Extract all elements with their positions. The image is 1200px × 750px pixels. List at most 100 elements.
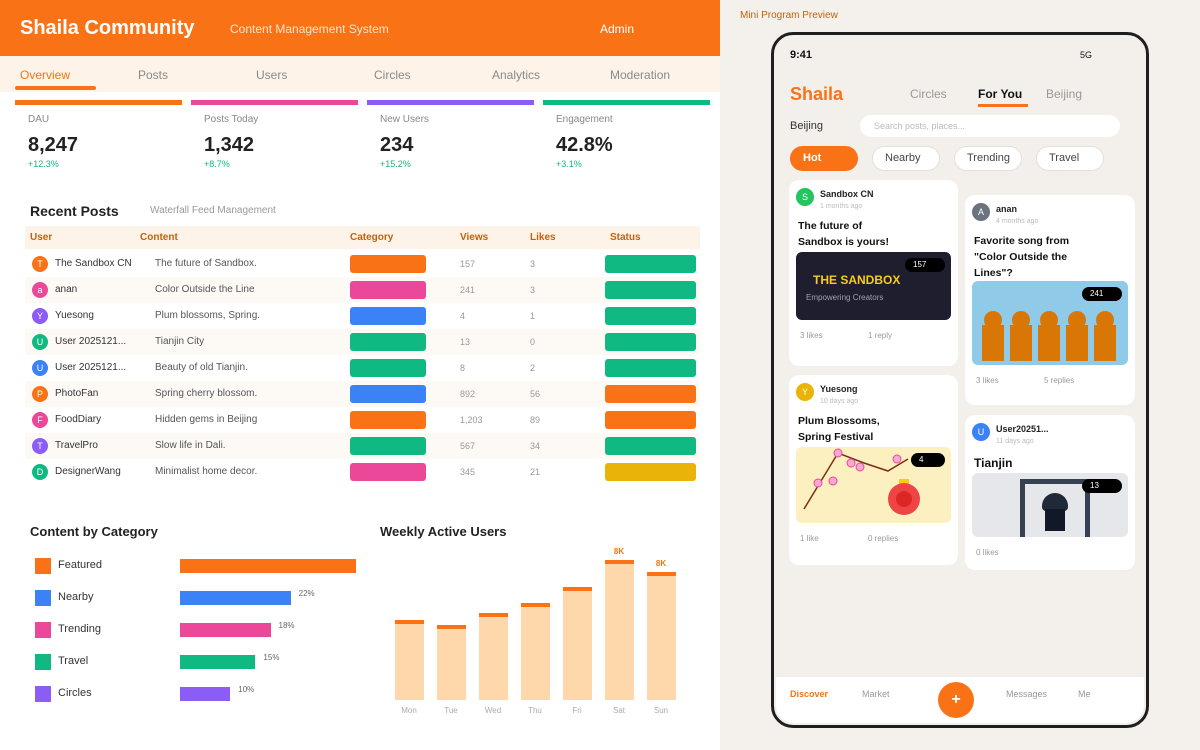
status-badge[interactable] — [605, 333, 696, 351]
view-badge: 13 — [1082, 479, 1122, 493]
nav-tab[interactable]: Analytics — [492, 68, 541, 82]
nav-tab[interactable]: Overview — [20, 68, 71, 82]
status-badge[interactable] — [605, 255, 696, 273]
card-image: THE SANDBOX Empowering Creators 157 — [796, 252, 951, 320]
likes: 21 — [530, 467, 541, 477]
user-name: User 2025121... — [55, 336, 127, 347]
preview-label: Mini Program Preview — [740, 10, 838, 21]
avatar: U — [972, 423, 990, 441]
status-badge[interactable] — [605, 437, 696, 455]
filter-chip[interactable]: Travel — [1036, 146, 1104, 171]
post-card[interactable]: Y Yuesong 10 days ago Plum Blossoms, Spring… — [789, 375, 958, 565]
nav-tab[interactable]: Posts — [138, 68, 169, 82]
post-card[interactable]: S Sandbox CN 1 months ago The future of San… — [789, 180, 958, 366]
replies: 5 replies — [1044, 376, 1075, 385]
card-image: 13 — [972, 473, 1128, 537]
views: 157 — [460, 259, 476, 269]
create-button[interactable]: + — [938, 682, 974, 718]
figure-head — [1096, 311, 1114, 329]
category-tag — [350, 307, 426, 325]
category-tag — [350, 463, 426, 481]
bar — [478, 613, 508, 700]
nav-tab[interactable]: Circles — [374, 68, 411, 82]
status-badge[interactable] — [605, 411, 696, 429]
figure-body — [1066, 325, 1088, 361]
feed-tab[interactable]: Circles — [910, 87, 947, 101]
location[interactable]: Beijing — [790, 120, 824, 132]
lantern-top — [899, 479, 909, 485]
bar — [180, 655, 256, 669]
likes: 0 — [530, 337, 536, 347]
status-badge[interactable] — [605, 463, 696, 481]
card-title: Tianjin — [974, 456, 1013, 470]
avatar: S — [796, 188, 814, 206]
likes: 3 likes — [976, 376, 999, 385]
post-content: Hidden gems in Beijing — [155, 414, 258, 425]
nav-item[interactable]: Me — [1078, 689, 1091, 699]
section-subtitle: Waterfall Feed Management — [150, 205, 276, 216]
avatar: Y — [32, 308, 48, 324]
bar — [562, 586, 592, 700]
stat-accent — [367, 100, 534, 105]
post-time: 11 days ago — [996, 438, 1034, 445]
x-tick-label: Mon — [401, 706, 417, 715]
nav-tab[interactable]: Users — [256, 68, 288, 82]
image-subtitle: Empowering Creators — [806, 293, 884, 302]
stat-label: New Users — [380, 114, 429, 125]
stat-accent — [191, 100, 358, 105]
filter-chip[interactable]: Hot — [790, 146, 858, 171]
gate — [1020, 479, 1090, 537]
feed-tab[interactable]: Beijing — [1046, 87, 1083, 101]
x-tick-label: Tue — [444, 706, 458, 715]
nav-item[interactable]: Discover — [790, 689, 829, 699]
filter-chip[interactable]: Trending — [954, 146, 1022, 171]
nav-item[interactable]: Messages — [1006, 689, 1048, 699]
post-content: The future of Sandbox. — [155, 258, 257, 269]
column-header: Likes — [530, 232, 556, 243]
feed-tab[interactable]: For You — [978, 87, 1023, 101]
status-badge[interactable] — [605, 307, 696, 325]
status-badge[interactable] — [605, 281, 696, 299]
replies: 0 replies — [868, 534, 899, 543]
filter-chip[interactable]: Nearby — [872, 146, 940, 171]
legend-swatch — [35, 558, 51, 574]
legend-swatch — [35, 686, 51, 702]
category-label: Featured — [58, 559, 103, 571]
avatar: P — [32, 386, 48, 402]
stat-change: +8.7% — [204, 159, 230, 169]
nav-tab[interactable]: Moderation — [610, 68, 671, 82]
search-box[interactable] — [860, 115, 1120, 137]
bar — [180, 559, 356, 573]
value-label: 15% — [263, 653, 280, 662]
avatar: U — [32, 334, 48, 350]
views: 8 — [460, 363, 466, 373]
header-user[interactable]: Admin — [600, 22, 635, 36]
branch — [803, 452, 909, 510]
x-tick-label: Sun — [653, 706, 669, 715]
view-badge: 157 — [905, 258, 945, 272]
category-tag — [350, 359, 426, 377]
figure-head — [1012, 311, 1030, 329]
header-title: Shaila Community — [20, 17, 195, 39]
category-tag — [350, 281, 426, 299]
user-name: Yuesong — [55, 310, 94, 321]
bar — [180, 623, 271, 637]
likes: 89 — [530, 415, 541, 425]
legend-swatch — [35, 622, 51, 638]
status-badge[interactable] — [605, 359, 696, 377]
nav-item[interactable]: Market — [862, 689, 890, 699]
bar — [436, 625, 466, 700]
image-title: THE SANDBOX — [813, 273, 901, 287]
blossom — [813, 478, 823, 488]
user-name: FoodDiary — [55, 414, 102, 425]
stat-label: Engagement — [556, 114, 613, 125]
status-badge[interactable] — [605, 385, 696, 403]
stat-change: +12.3% — [28, 159, 59, 169]
card-image: 241 — [972, 281, 1128, 365]
post-card[interactable]: U User20251... 11 days ago Tianjin 13 0 likes — [965, 415, 1135, 570]
likes: 0 likes — [976, 548, 999, 557]
figure-head — [1068, 311, 1086, 329]
